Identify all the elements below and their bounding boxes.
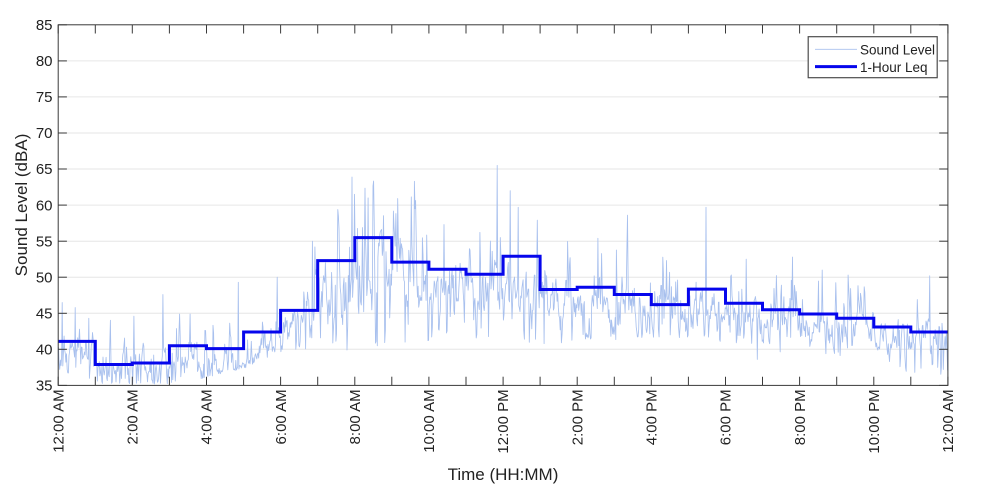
svg-text:Sound Level: Sound Level bbox=[860, 43, 935, 58]
svg-text:8:00 AM: 8:00 AM bbox=[347, 389, 364, 444]
svg-text:12:00 AM: 12:00 AM bbox=[940, 389, 957, 452]
svg-text:75: 75 bbox=[36, 89, 53, 106]
svg-text:10:00 PM: 10:00 PM bbox=[866, 389, 883, 453]
svg-text:55: 55 bbox=[36, 233, 53, 250]
svg-text:10:00 AM: 10:00 AM bbox=[421, 389, 438, 452]
svg-text:65: 65 bbox=[36, 161, 53, 178]
svg-text:40: 40 bbox=[36, 342, 53, 359]
svg-text:60: 60 bbox=[36, 197, 53, 214]
svg-text:6:00 AM: 6:00 AM bbox=[273, 389, 290, 444]
svg-text:4:00 AM: 4:00 AM bbox=[199, 389, 216, 444]
svg-text:80: 80 bbox=[36, 53, 53, 70]
svg-text:6:00 PM: 6:00 PM bbox=[718, 389, 735, 445]
svg-text:12:00 PM: 12:00 PM bbox=[495, 389, 512, 453]
svg-text:Time (HH:MM): Time (HH:MM) bbox=[448, 465, 559, 484]
svg-text:2:00 AM: 2:00 AM bbox=[125, 389, 142, 444]
svg-text:35: 35 bbox=[36, 378, 53, 395]
svg-text:50: 50 bbox=[36, 269, 53, 286]
svg-text:2:00 PM: 2:00 PM bbox=[569, 389, 586, 445]
svg-text:Sound Level (dBA): Sound Level (dBA) bbox=[12, 134, 31, 277]
svg-text:85: 85 bbox=[36, 17, 53, 34]
svg-text:70: 70 bbox=[36, 125, 53, 142]
svg-text:45: 45 bbox=[36, 306, 53, 323]
svg-text:12:00 AM: 12:00 AM bbox=[50, 389, 67, 452]
svg-text:1-Hour Leq: 1-Hour Leq bbox=[860, 60, 928, 75]
svg-text:8:00 PM: 8:00 PM bbox=[792, 389, 809, 445]
svg-text:4:00 PM: 4:00 PM bbox=[644, 389, 661, 445]
